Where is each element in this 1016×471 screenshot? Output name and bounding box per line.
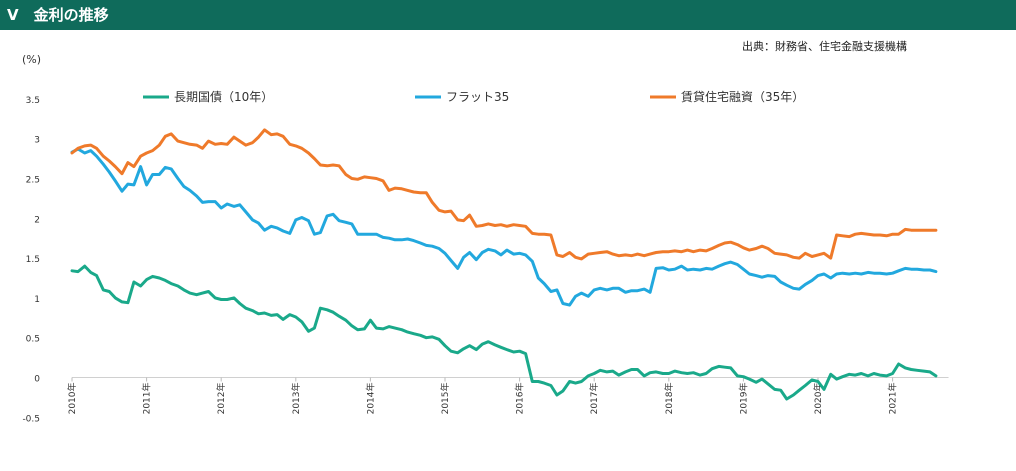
series-line — [70, 128, 938, 261]
x-tick-label: 2018年 — [663, 383, 675, 415]
y-tick-label: 2 — [34, 215, 40, 225]
legend-label: フラット35 — [446, 90, 509, 104]
x-tick-label: 2011年 — [141, 383, 153, 415]
series-line — [70, 264, 938, 401]
section-title: V 金利の推移 — [7, 6, 109, 24]
x-tick-label: 2021年 — [887, 383, 899, 415]
legend-label: 長期国債（10年） — [174, 89, 273, 104]
y-tick-label: 0.5 — [26, 335, 40, 345]
x-tick-label: 2019年 — [737, 383, 749, 415]
y-axis-label: (%) — [22, 53, 41, 66]
y-tick-label: 3 — [34, 136, 40, 146]
x-tick-label: 2015年 — [439, 383, 451, 415]
x-tick-label: 2016年 — [514, 383, 526, 415]
x-tick-label: 2014年 — [364, 383, 376, 415]
y-tick-label: 2.5 — [26, 176, 40, 186]
legend-label: 賃貸住宅融資（35年） — [681, 89, 804, 104]
x-tick-label: 2013年 — [290, 383, 302, 415]
y-tick-label: 3.5 — [26, 96, 40, 106]
x-tick-label: 2020年 — [812, 383, 824, 415]
x-tick-label: 2010年 — [66, 383, 78, 415]
source-note: 出典：財務省、住宅金融支援機構 — [742, 40, 907, 53]
x-tick-label: 2017年 — [588, 383, 600, 415]
y-tick-label: 1 — [34, 295, 40, 305]
x-tick-label: 2012年 — [215, 383, 227, 415]
y-tick-label: 0 — [34, 375, 40, 385]
series-line — [70, 147, 938, 307]
y-tick-label: 1.5 — [26, 255, 40, 265]
section-header: V 金利の推移 — [0, 0, 1016, 30]
y-tick-label: -0.5 — [22, 414, 40, 424]
